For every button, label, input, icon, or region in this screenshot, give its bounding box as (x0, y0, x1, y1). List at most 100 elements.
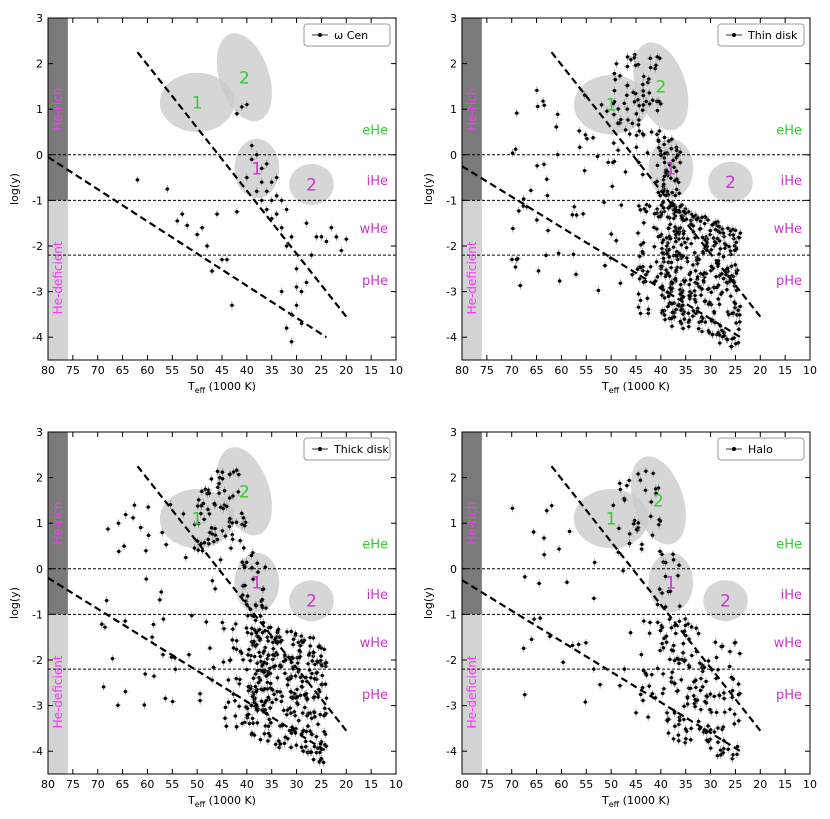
group-label: 2 (306, 175, 317, 195)
data-point (294, 743, 299, 747)
data-point (576, 642, 581, 647)
x-axis-label: Teff (1000 K) (187, 794, 256, 809)
data-point (554, 125, 558, 129)
data-point (688, 686, 693, 691)
data-point (713, 227, 718, 232)
data-point (637, 160, 641, 165)
data-point (294, 303, 299, 307)
data-point (250, 157, 254, 162)
data-point (712, 694, 716, 699)
x-tick-label: 10 (389, 778, 403, 791)
data-point (189, 613, 194, 618)
data-point (240, 721, 244, 726)
data-point (237, 472, 241, 477)
data-point (175, 219, 179, 223)
data-point (243, 524, 247, 528)
data-point (583, 700, 588, 704)
data-point (666, 260, 671, 265)
data-point (687, 665, 692, 669)
y-tick-label: 2 (36, 58, 43, 71)
data-point (210, 269, 214, 273)
data-point (653, 66, 657, 71)
data-point (249, 632, 254, 636)
data-point (251, 721, 255, 725)
data-point (316, 722, 320, 726)
data-point (574, 213, 579, 217)
data-point (736, 308, 740, 312)
data-point (708, 228, 713, 233)
data-point (536, 104, 540, 109)
data-point (339, 248, 344, 253)
data-point (729, 344, 733, 349)
data-point (122, 544, 126, 548)
data-point (671, 158, 675, 163)
data-point (660, 591, 664, 595)
data-point (658, 549, 662, 554)
data-point (661, 672, 665, 676)
data-point (557, 547, 561, 551)
data-point (661, 646, 666, 650)
panel-3: 1 2 1 2 eHe iHe wHe pHe He-rich He-deficient 80 75 7… (8, 426, 403, 809)
he-deficient-label: He-deficient (51, 241, 65, 314)
data-point (671, 202, 676, 207)
data-point (677, 563, 681, 567)
data-point (726, 226, 730, 231)
data-point (710, 223, 714, 227)
data-point (248, 658, 252, 663)
data-point (218, 505, 223, 509)
data-point (717, 239, 722, 243)
data-point (654, 260, 659, 264)
data-point (650, 98, 655, 102)
data-point (142, 703, 147, 707)
data-point (311, 636, 316, 640)
he-rich-label: He-rich (465, 88, 479, 131)
data-point (163, 696, 168, 701)
data-point (662, 142, 666, 147)
data-point (694, 678, 698, 682)
data-point (297, 655, 301, 660)
group-label: 1 (251, 573, 262, 593)
data-point (636, 123, 641, 127)
data-point (307, 668, 312, 672)
data-point (222, 489, 227, 493)
data-point (275, 676, 280, 680)
data-point (260, 166, 264, 171)
data-point (632, 55, 637, 60)
data-point (324, 711, 328, 716)
y-tick-label: 2 (450, 472, 457, 485)
data-point (209, 526, 214, 530)
data-point (304, 739, 308, 744)
data-point (150, 635, 154, 639)
data-point (636, 526, 640, 530)
x-tick-label: 15 (364, 778, 378, 791)
region-label-wHe: wHe (774, 222, 802, 237)
data-point (641, 89, 645, 93)
data-point (619, 203, 623, 207)
data-point (225, 257, 229, 262)
data-point (241, 516, 246, 520)
x-tick-label: 20 (339, 778, 353, 791)
data-point (192, 522, 197, 527)
data-point (309, 750, 314, 754)
data-point (712, 309, 716, 314)
data-point (662, 209, 666, 214)
data-point (637, 118, 641, 122)
data-point (687, 210, 691, 214)
data-point (322, 729, 326, 734)
data-point (676, 153, 680, 157)
data-point (266, 739, 270, 743)
x-tick-label: 40 (240, 778, 254, 791)
data-point (645, 202, 649, 207)
data-point (661, 200, 665, 204)
data-point (284, 244, 289, 248)
data-point (253, 684, 257, 689)
data-point (721, 725, 725, 729)
data-point (518, 283, 522, 288)
data-point (660, 293, 664, 297)
data-point (249, 703, 254, 708)
data-point (319, 654, 323, 658)
data-point (704, 679, 708, 684)
data-point (706, 724, 710, 728)
data-point (238, 677, 242, 682)
x-axis-label: Teff (1000 K) (601, 380, 670, 395)
